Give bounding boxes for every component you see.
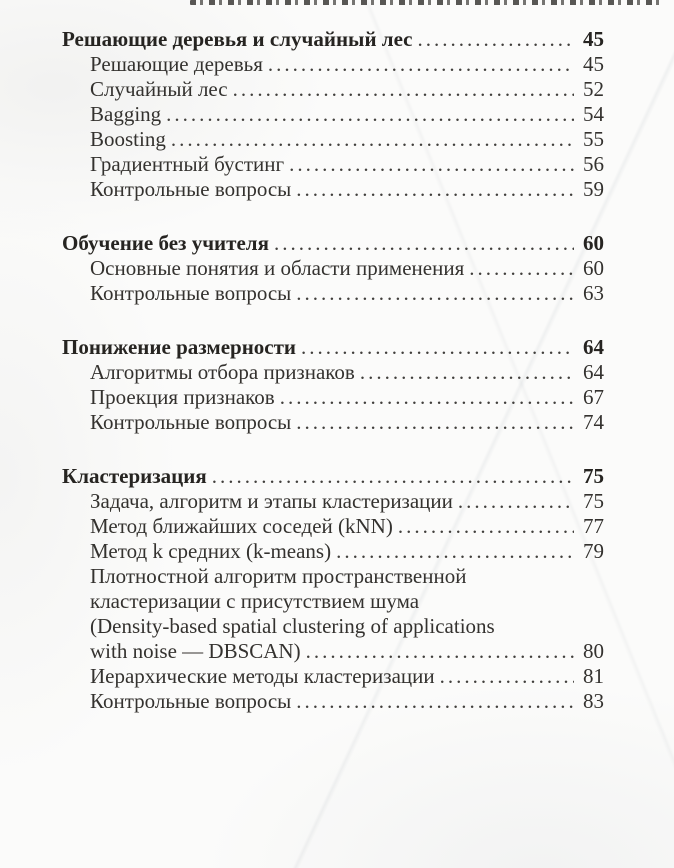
toc-entry-title: Решающие деревья и случайный лес [62,27,413,51]
toc-entry-title: Кластеризация [62,464,207,488]
dot-leader [306,639,574,664]
toc-entry: Boosting 55 [0,127,604,152]
toc-entry: (Density-based spatial clustering of app… [0,614,604,639]
toc-entry-title: Понижение размерности [62,335,297,359]
toc-entry: Плотностной алгоритм пространственной [0,564,604,589]
toc-entry: кластеризации с присутствием шума [0,589,604,614]
toc-entry-page-number: 60 [583,256,604,280]
toc-entry-title: Контрольные вопросы [90,689,292,713]
toc-entry-page-number: 64 [583,360,604,384]
toc-entry: Решающие деревья 45 [0,52,604,77]
toc-entry: Контрольные вопросы 63 [0,281,604,306]
toc-entry-title: Алгоритмы отбора признаков [90,360,355,384]
dot-leader [360,360,574,385]
toc-entry-page-number: 45 [583,52,604,76]
toc-entry: Алгоритмы отбора признаков 64 [0,360,604,385]
toc-entry-title: Основные понятия и области применения [90,256,465,280]
toc-entry-title: Метод k средних (k-means) [90,539,332,563]
toc-entry-page-number: 45 [583,27,604,51]
dot-leader [440,664,574,689]
toc-entry-title: Метод ближайших соседей (kNN) [90,514,393,538]
dot-leader [458,489,574,514]
toc-entry-title: Иерархические методы кластеризации [90,664,435,688]
toc-entry-title: Проекция признаков [90,385,275,409]
toc-section: Решающие деревья и случайный лес 45 Реша… [0,27,604,202]
toc-entry-title: with noise — DBSCAN) [90,639,301,663]
toc-section: Понижение размерности 64 Алгоритмы отбор… [0,335,604,435]
dot-leader [296,689,574,714]
toc-entry-title: Контрольные вопросы [90,410,292,434]
dot-leader [212,464,574,489]
toc-entry: Метод k средних (k-means) 79 [0,539,604,564]
toc-entry-title: кластеризации с присутствием шума [90,589,420,613]
dot-leader [274,231,574,256]
toc-entry: Bagging 54 [0,102,604,127]
toc-entry: Понижение размерности 64 [0,335,604,360]
toc-entry-title: Контрольные вопросы [90,281,292,305]
toc-entry-page-number: 60 [583,231,604,255]
toc-entry-title: Плотностной алгоритм пространственной [90,564,467,588]
toc-entry-page-number: 52 [583,77,604,101]
dot-leader [336,539,574,564]
toc-entry-title: Bagging [90,102,162,126]
dot-leader [268,52,574,77]
toc-entry: with noise — DBSCAN) 80 [0,639,604,664]
toc-entry-page-number: 80 [583,639,604,663]
toc-entry-page-number: 79 [583,539,604,563]
dot-leader [296,410,574,435]
toc-entry-page-number: 75 [583,464,604,488]
toc-entry-title: Обучение без учителя [62,231,269,255]
toc-entry-page-number: 74 [583,410,604,434]
toc-entry-title: (Density-based spatial clustering of app… [90,614,495,638]
toc-entry-page-number: 81 [583,664,604,688]
toc-entry-title: Boosting [90,127,166,151]
dot-leader [417,27,574,52]
toc-entry-page-number: 56 [583,152,604,176]
dot-leader [233,77,574,102]
dot-leader [296,281,574,306]
toc-entry-page-number: 63 [583,281,604,305]
toc-entry-page-number: 59 [583,177,604,201]
toc-entry: Метод ближайших соседей (kNN) 77 [0,514,604,539]
toc-entry-page-number: 83 [583,689,604,713]
toc-entry: Контрольные вопросы 83 [0,689,604,714]
toc-entry-page-number: 54 [583,102,604,126]
table-of-contents: Решающие деревья и случайный лес 45 Реша… [0,27,604,714]
dot-leader [469,256,574,281]
toc-entry-page-number: 64 [583,335,604,359]
toc-entry-title: Решающие деревья [90,52,263,76]
dot-leader [398,514,574,539]
dot-leader [289,152,574,177]
toc-entry: Случайный лес 52 [0,77,604,102]
toc-entry: Обучение без учителя 60 [0,231,604,256]
toc-section: Кластеризация 75 Задача, алгоритм и этап… [0,464,604,714]
dot-leader [171,127,574,152]
toc-entry: Кластеризация 75 [0,464,604,489]
toc-entry: Градиентный бустинг 56 [0,152,604,177]
toc-entry: Проекция признаков 67 [0,385,604,410]
toc-entry-title: Контрольные вопросы [90,177,292,201]
dot-leader [296,177,574,202]
dot-leader [280,385,574,410]
toc-entry-title: Задача, алгоритм и этапы кластеризации [90,489,453,513]
toc-entry: Контрольные вопросы 59 [0,177,604,202]
toc-entry-page-number: 77 [583,514,604,538]
toc-entry-page-number: 67 [583,385,604,409]
toc-entry: Задача, алгоритм и этапы кластеризации 7… [0,489,604,514]
toc-section: Обучение без учителя 60 Основные понятия… [0,231,604,306]
dot-leader [301,335,574,360]
toc-entry-page-number: 75 [583,489,604,513]
toc-entry: Решающие деревья и случайный лес 45 [0,27,604,52]
toc-entry: Иерархические методы кластеризации 81 [0,664,604,689]
toc-entry-page-number: 55 [583,127,604,151]
cropped-text-fragment [190,0,662,5]
toc-entry: Контрольные вопросы 74 [0,410,604,435]
toc-entry-title: Градиентный бустинг [90,152,285,176]
toc-entry: Основные понятия и области применения 60 [0,256,604,281]
dot-leader [166,102,574,127]
toc-entry-title: Случайный лес [90,77,228,101]
